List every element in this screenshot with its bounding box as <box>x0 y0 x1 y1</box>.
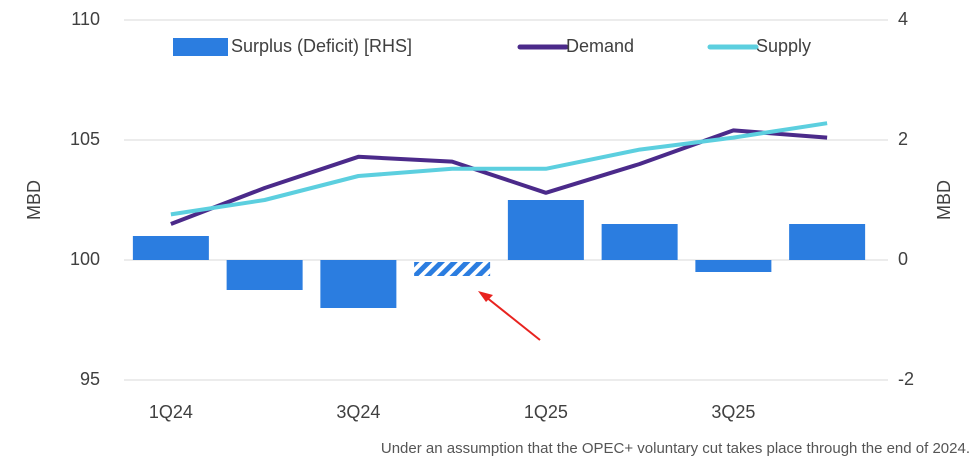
arrow-head <box>478 291 493 302</box>
legend-label: Demand <box>566 36 634 56</box>
y2-tick-label: 0 <box>898 249 908 269</box>
bar <box>320 260 397 308</box>
bar <box>601 224 678 260</box>
bar <box>132 236 209 260</box>
x-tick-label: 1Q24 <box>149 402 193 422</box>
y2-tick-label: 4 <box>898 9 908 29</box>
line <box>170 121 828 217</box>
x-tick-label: 3Q24 <box>336 402 380 422</box>
x-tick-label: 3Q25 <box>711 402 755 422</box>
y-tick-label: 110 <box>71 9 100 29</box>
bar <box>507 200 584 260</box>
y2-axis-title: MBD <box>934 180 954 220</box>
bar <box>789 224 866 260</box>
y2-tick-label: -2 <box>898 369 914 389</box>
y-tick-label: 95 <box>80 369 100 389</box>
y2-tick-label: 2 <box>898 129 908 149</box>
bar <box>226 260 303 290</box>
bar <box>695 260 772 272</box>
arrow <box>485 296 541 341</box>
y-tick-label: 100 <box>70 249 100 269</box>
legend-label: Surplus (Deficit) [RHS] <box>231 36 412 56</box>
x-tick-label: 1Q25 <box>524 402 568 422</box>
y-tick-label: 105 <box>70 129 100 149</box>
legend-label: Supply <box>756 36 811 56</box>
line <box>170 128 828 226</box>
annotation: Under an assumption that the OPEC+ volun… <box>381 440 970 457</box>
bar-hatched <box>414 262 491 276</box>
y-axis-title: MBD <box>24 180 44 220</box>
legend-swatch <box>173 38 228 56</box>
